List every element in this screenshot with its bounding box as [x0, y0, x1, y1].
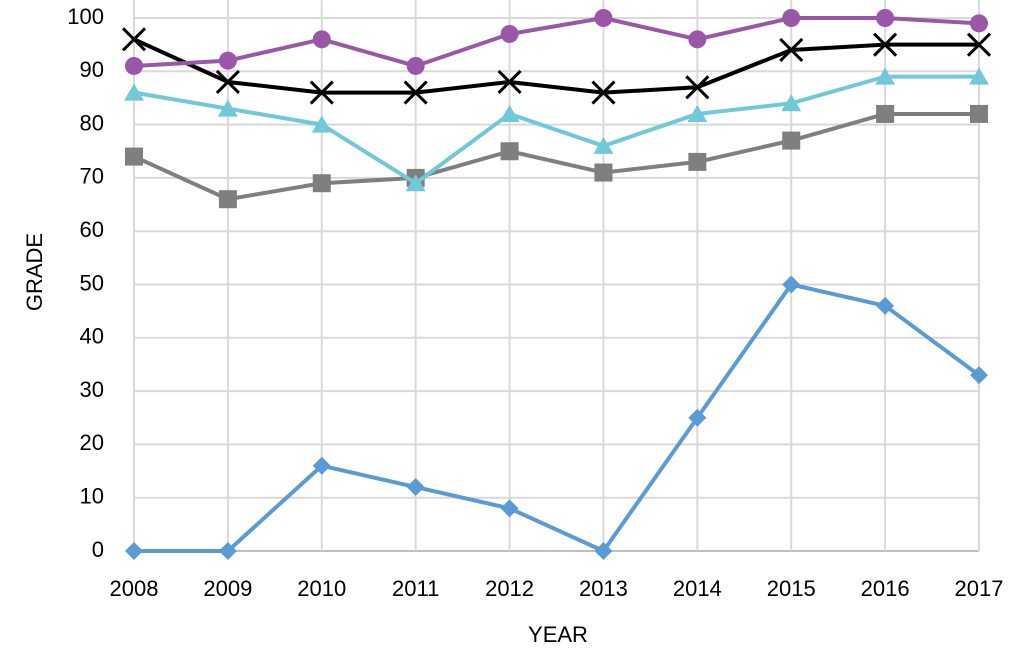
y-tick-label: 70 — [80, 164, 104, 189]
x-tick-label: 2012 — [485, 576, 534, 601]
marker — [218, 51, 237, 70]
marker — [497, 69, 522, 95]
marker — [969, 67, 989, 85]
y-tick-label: 100 — [67, 4, 104, 29]
marker — [593, 136, 614, 154]
x-tick-label: 2013 — [579, 576, 628, 601]
y-tick-label: 60 — [80, 217, 104, 242]
marker — [970, 104, 988, 123]
series-line — [133, 37, 979, 95]
marker — [125, 147, 143, 166]
marker — [875, 67, 896, 85]
x-tick-label: 2014 — [673, 576, 722, 601]
marker — [876, 296, 895, 315]
x-tick-label: 2016 — [861, 576, 910, 601]
marker — [594, 9, 613, 27]
marker — [594, 542, 613, 560]
x-tick-label: 2015 — [767, 576, 816, 601]
marker — [405, 174, 426, 192]
marker — [312, 456, 331, 475]
series-line — [133, 74, 979, 186]
y-tick-label: 50 — [80, 270, 104, 295]
y-tick-label: 90 — [80, 57, 104, 82]
marker — [594, 163, 613, 182]
marker — [403, 80, 428, 105]
marker — [591, 80, 616, 105]
marker — [782, 9, 801, 27]
marker — [121, 27, 147, 52]
series-line — [134, 282, 981, 553]
marker — [966, 32, 992, 57]
y-tick-label: 10 — [80, 484, 104, 509]
marker — [312, 174, 331, 193]
marker — [124, 83, 144, 101]
marker — [876, 9, 895, 27]
marker — [782, 275, 801, 294]
marker — [500, 499, 519, 518]
marker — [125, 56, 143, 75]
marker — [685, 75, 710, 100]
marker — [125, 542, 143, 560]
x-tick-label: 2010 — [297, 576, 346, 601]
marker — [218, 542, 237, 560]
marker — [876, 104, 895, 123]
x-tick-label: 2011 — [392, 576, 439, 601]
marker — [215, 69, 240, 95]
marker — [970, 14, 988, 33]
marker — [688, 408, 707, 427]
marker — [781, 94, 802, 112]
marker — [782, 131, 801, 150]
marker — [970, 366, 988, 385]
x-tick-label: 2008 — [110, 576, 159, 601]
marker — [499, 104, 520, 122]
series-line — [133, 16, 980, 68]
y-tick-label: 40 — [80, 324, 104, 349]
y-tick-label: 30 — [80, 377, 104, 402]
marker — [311, 115, 332, 133]
x-tick-label: 2017 — [955, 576, 1004, 601]
marker — [406, 56, 425, 75]
y-axis-label: GRADE — [22, 233, 47, 311]
marker — [688, 152, 707, 171]
series-line — [133, 111, 979, 202]
x-tick-label: 2009 — [203, 576, 252, 601]
marker — [218, 190, 237, 209]
marker — [309, 80, 334, 105]
marker — [217, 99, 238, 117]
marker — [312, 30, 331, 49]
marker — [500, 142, 519, 161]
y-tick-label: 80 — [80, 110, 104, 135]
marker — [406, 478, 425, 497]
marker — [779, 37, 804, 63]
x-axis-label: YEAR — [528, 622, 588, 647]
y-tick-label: 0 — [92, 537, 104, 562]
marker — [687, 104, 708, 122]
marker — [688, 30, 707, 49]
marker — [873, 32, 898, 57]
y-tick-label: 20 — [80, 430, 104, 455]
marker — [500, 24, 519, 43]
